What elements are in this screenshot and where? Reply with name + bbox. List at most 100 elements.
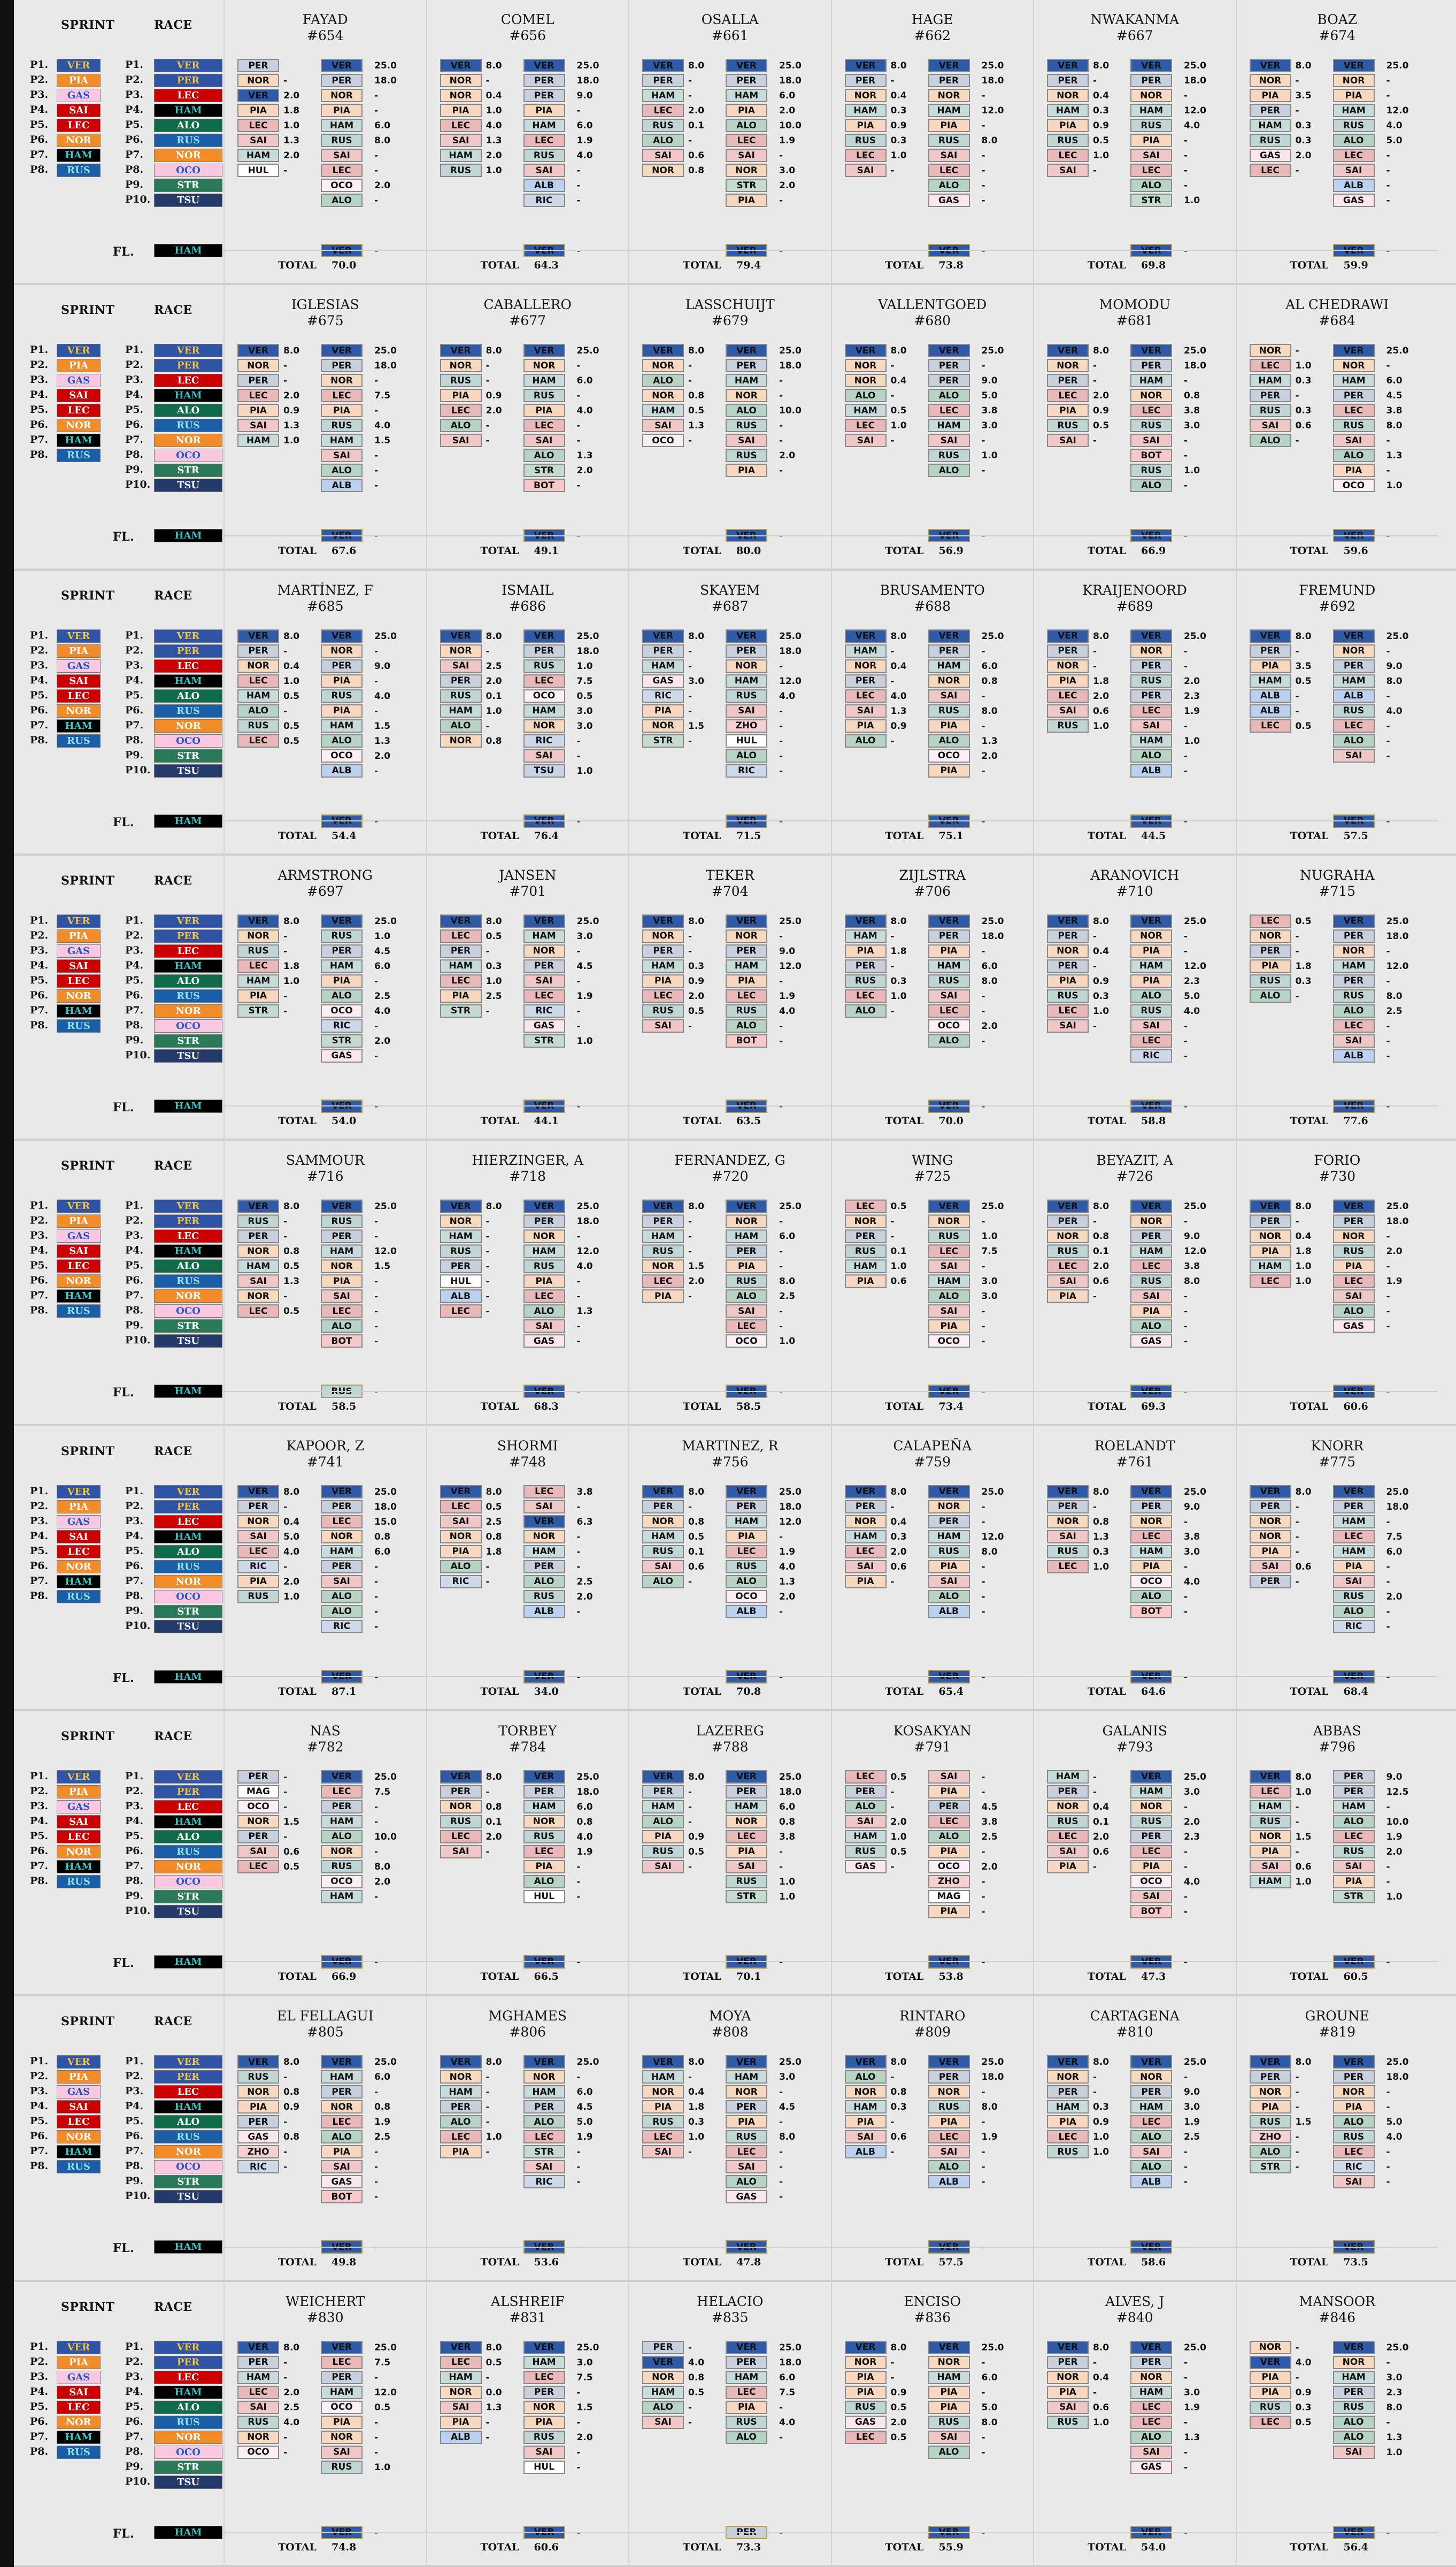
sprint-pick: PIA xyxy=(1249,2370,1291,2384)
race-position-label: P1. xyxy=(125,1200,144,1212)
race-points: - xyxy=(1386,1516,1390,1527)
total-value: 70.1 xyxy=(736,1971,761,1983)
reference-sprint-driver: RUS xyxy=(57,449,101,463)
sprint-points: 0.5 xyxy=(1093,135,1110,146)
sprint-position-label: P5. xyxy=(30,974,49,986)
sprint-points: 2.5 xyxy=(486,1516,502,1527)
reference-race-driver: VER xyxy=(154,59,222,72)
race-pick: RUS xyxy=(321,929,363,943)
reference-sprint-driver: PIA xyxy=(57,1500,101,1513)
sprint-pick: ALO xyxy=(440,1559,482,1573)
sprint-pick: LEC xyxy=(642,989,684,1003)
sprint-pick: HUL xyxy=(237,164,279,177)
race-points: - xyxy=(981,2177,985,2188)
reference-race-driver: STR xyxy=(154,1604,222,1618)
sprint-pick: RUS xyxy=(1047,1244,1089,1258)
race-pick: RUS xyxy=(321,2460,363,2474)
entrant-name: GROUNE xyxy=(1305,2008,1369,2024)
entrant-card: MANSOOR #846 NOR - VER 4.0 PIA - PIA 0.9 RUS 0.3 LEC… xyxy=(1235,2281,1438,2565)
sprint-points: 1.0 xyxy=(1295,1786,1312,1797)
sprint-pick: RUS xyxy=(1249,2400,1291,2414)
race-points: 9.0 xyxy=(1386,1771,1403,1782)
sprint-pick: NOR xyxy=(1249,2340,1291,2354)
race-points: - xyxy=(374,2417,379,2428)
sprint-pick: NOR xyxy=(237,1244,279,1258)
sprint-pick: VER xyxy=(1249,2355,1291,2369)
race-pick: OCO xyxy=(1130,1874,1172,1888)
race-pick: PER xyxy=(1332,929,1375,943)
sprint-points: 0.9 xyxy=(1093,975,1110,987)
race-points: 25.0 xyxy=(981,1486,1004,1497)
sprint-points: - xyxy=(890,1005,895,1017)
divider xyxy=(427,1676,628,1677)
sprint-pick: LEC xyxy=(1047,689,1089,703)
race-points: 5.0 xyxy=(1184,990,1200,1002)
race-points: - xyxy=(1386,1801,1390,1812)
sprint-points: 0.5 xyxy=(688,405,705,417)
race-position-label: P10. xyxy=(125,1904,151,1917)
race-points: 9.0 xyxy=(1184,1501,1200,1512)
race-points: 8.0 xyxy=(374,135,391,146)
race-pick: NOR xyxy=(1130,1215,1172,1228)
reference-sprint-driver: HAM xyxy=(57,1574,101,1588)
reference-race-driver: RUS xyxy=(154,2130,222,2144)
sprint-pick: PIA xyxy=(1047,674,1089,688)
race-pick: HAM xyxy=(928,1274,970,1288)
reference-race-driver: STR xyxy=(154,179,222,192)
sprint-pick: VER xyxy=(844,2340,887,2354)
sprint-points: 0.3 xyxy=(486,960,502,972)
sprint-points: 2.0 xyxy=(283,2387,300,2398)
sprint-pick: NOR xyxy=(1047,359,1089,373)
race-points: - xyxy=(1184,720,1188,732)
race-points: - xyxy=(1184,90,1188,101)
entrant-number: #662 xyxy=(914,28,951,43)
sprint-pick: VER xyxy=(642,2055,684,2069)
total-label: TOTAL xyxy=(683,259,721,272)
entrant-name: MARTÍNEZ, F xyxy=(277,582,373,598)
race-points: - xyxy=(1184,450,1188,462)
sprint-pick: HAM xyxy=(642,1800,684,1813)
sprint-pick: SAI xyxy=(237,1844,279,1858)
race-header: RACE xyxy=(154,873,192,888)
sprint-points: - xyxy=(1093,1020,1097,1032)
race-points: 1.5 xyxy=(374,720,391,732)
sprint-points: 0.8 xyxy=(1093,1231,1110,1242)
race-points: - xyxy=(981,120,985,131)
sprint-points: 2.0 xyxy=(283,90,300,101)
entrant-name: BOAZ xyxy=(1317,12,1358,27)
race-pick: LEC xyxy=(1130,2115,1172,2129)
race-pick: ALB xyxy=(1332,179,1375,192)
reference-race-driver: PER xyxy=(154,2355,222,2369)
race-pick: PIA xyxy=(523,404,565,418)
race-points: 2.0 xyxy=(374,1035,391,1047)
race-points: - xyxy=(1386,180,1390,191)
entrant-row: FAYAD #654 PER NOR - VER 2.0 PIA 1.8 LEC 1.0 SAI 1.3… xyxy=(224,0,1456,283)
race-points: - xyxy=(1386,2087,1390,2098)
race-pick: SAI xyxy=(321,149,363,162)
race-points: - xyxy=(779,1020,783,1032)
sprint-pick: NOR xyxy=(440,1215,482,1228)
sprint-points: 8.0 xyxy=(688,60,705,71)
race-position-label: P2. xyxy=(125,2355,144,2368)
race-points: 12.0 xyxy=(779,960,802,972)
reference-race-driver: OCO xyxy=(154,1589,222,1603)
divider xyxy=(1034,1676,1236,1677)
race-points: 7.5 xyxy=(576,2372,593,2383)
sprint-pick: HAM xyxy=(237,974,279,988)
race-pick: BOT xyxy=(523,479,565,493)
reference-race-driver: ALO xyxy=(154,2115,222,2129)
race-points: 25.0 xyxy=(374,1201,397,1212)
race-pick: ALO xyxy=(523,1574,565,1588)
race-points: 7.5 xyxy=(374,1786,391,1797)
sprint-pick: HAM xyxy=(440,149,482,162)
race-pick: PIA xyxy=(523,104,565,117)
race-points: - xyxy=(576,2162,581,2173)
reference-sprint-driver: HAM xyxy=(57,2145,101,2159)
race-pick: VER xyxy=(1332,344,1375,358)
sprint-pick: PIA xyxy=(642,974,684,988)
race-pick: VER xyxy=(1332,629,1375,643)
sprint-position-label: P2. xyxy=(30,1785,49,1797)
sprint-points: - xyxy=(283,75,288,86)
sprint-points: 0.3 xyxy=(1295,405,1312,417)
reference-race-driver: RUS xyxy=(154,1844,222,1858)
